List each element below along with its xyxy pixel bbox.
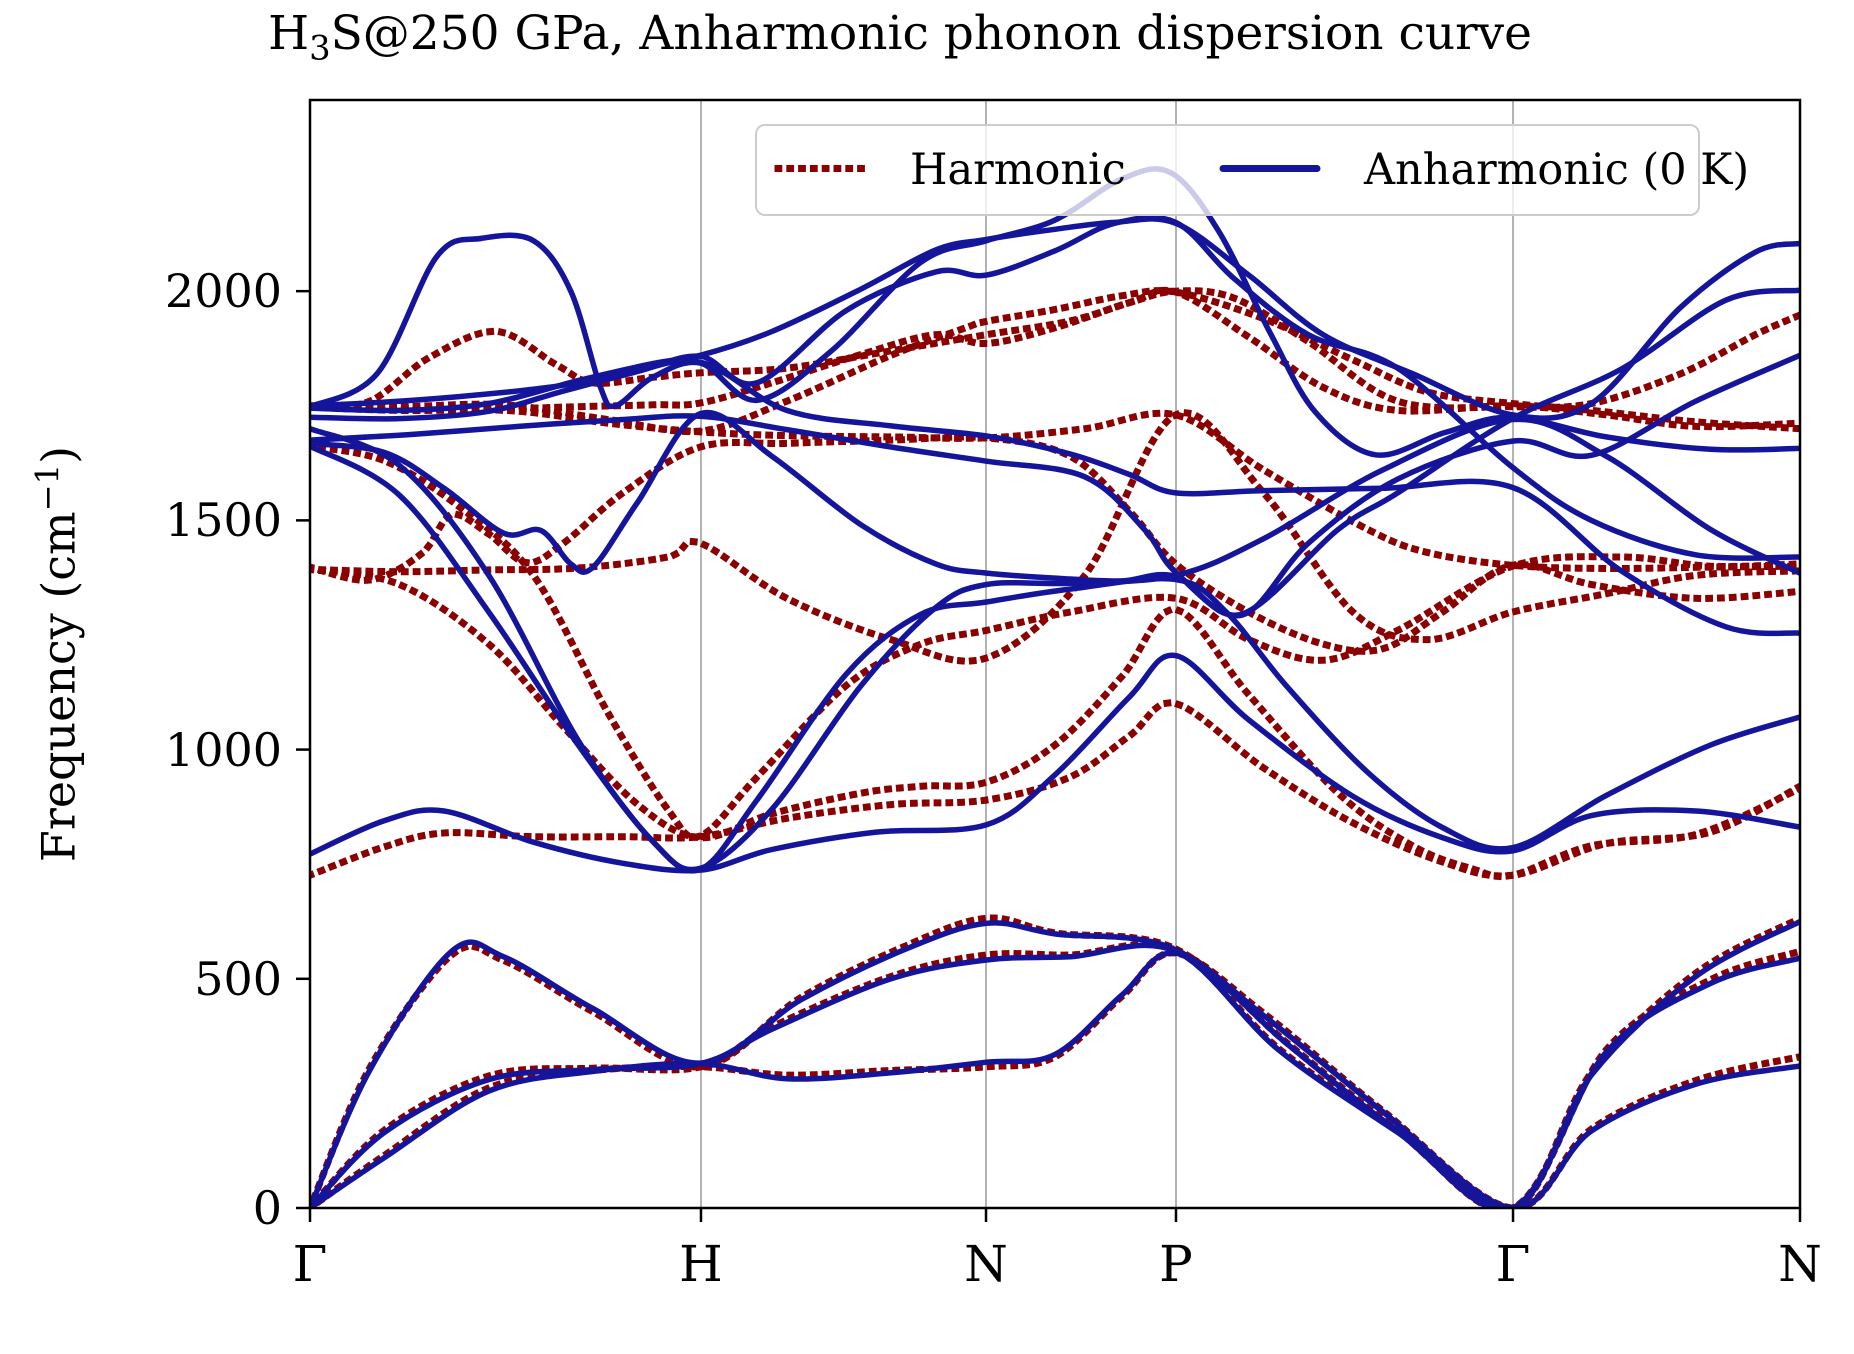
legend-box: Harmonic Anharmonic (0 K) bbox=[755, 124, 1749, 216]
x-tick-label: Γ bbox=[1495, 1235, 1531, 1293]
title-subscript: 3 bbox=[309, 28, 331, 68]
x-tick-label: N bbox=[1778, 1235, 1822, 1293]
phonon-branch-path bbox=[310, 214, 1800, 561]
anharmonic-solid-line-sample bbox=[1219, 161, 1321, 180]
phonon-branch-path bbox=[310, 287, 1800, 619]
y-tick-label: 0 bbox=[252, 1181, 282, 1235]
y-tick-label: 1000 bbox=[164, 722, 282, 777]
anharmonic-curves bbox=[310, 166, 1800, 1208]
x-tick-label: H bbox=[679, 1235, 723, 1293]
phonon-branch-path bbox=[310, 287, 1800, 436]
y-tick-label: 1500 bbox=[164, 493, 282, 548]
phonon-branch-path bbox=[310, 443, 1800, 874]
phonon-branch-path bbox=[310, 914, 1800, 1208]
phonon-branch-path bbox=[310, 950, 1800, 1208]
phonon-branch-path bbox=[310, 918, 1800, 1208]
phonon-branch-path bbox=[310, 216, 1800, 421]
x-tick-label: P bbox=[1159, 1235, 1193, 1293]
axes-spines bbox=[308, 98, 1802, 1210]
phonon-branch-path bbox=[310, 358, 1800, 637]
x-tick-label: Γ bbox=[292, 1235, 328, 1293]
legend-label-harmonic: Harmonic bbox=[910, 145, 1126, 195]
y-tick-label: 2000 bbox=[164, 264, 282, 319]
phonon-branch-path bbox=[310, 442, 1800, 841]
phonon-branch-path bbox=[310, 352, 1800, 619]
legend-label-anharmonic: Anharmonic (0 K) bbox=[1364, 145, 1750, 195]
chart-title: H3S@250 GPa, Anharmonic phonon dispersio… bbox=[268, 6, 1532, 68]
phonon-branch-path bbox=[310, 402, 1800, 573]
phonon-branch-path bbox=[310, 652, 1800, 874]
x-tick-label: N bbox=[964, 1235, 1008, 1293]
harmonic-dotted-line-sample bbox=[774, 161, 876, 180]
phonon-branch-path bbox=[310, 166, 1800, 458]
phonon-branch-path bbox=[310, 416, 1800, 873]
y-tick-label: 500 bbox=[194, 951, 282, 1006]
